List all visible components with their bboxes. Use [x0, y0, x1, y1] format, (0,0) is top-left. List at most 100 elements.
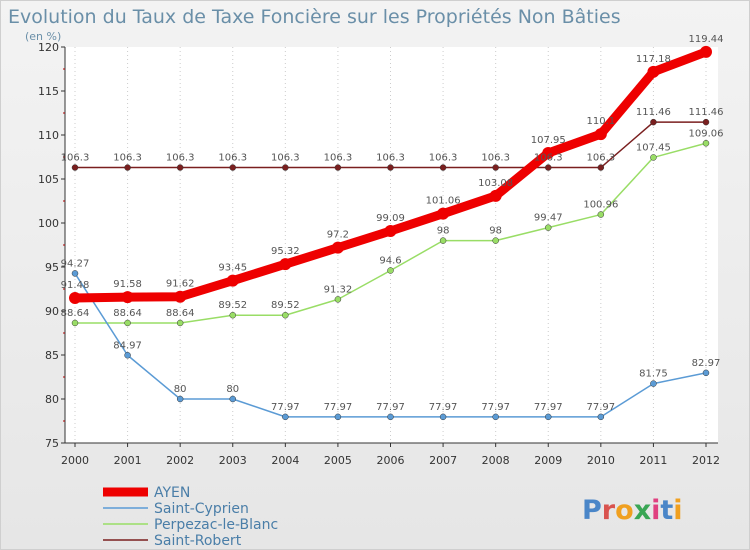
proxiti-logo: Proxiti [582, 495, 683, 526]
data-label-perpezac-le-blanc: 88.64 [113, 308, 142, 319]
data-point-saint-cyprien [229, 395, 236, 403]
x-tick-label: 2002 [166, 454, 194, 467]
chart-subtitle: (en %) [25, 30, 61, 43]
data-point-ayen [69, 291, 81, 304]
data-point-ayen [121, 291, 134, 304]
data-label-perpezac-le-blanc: 107.45 [636, 142, 671, 153]
data-point-saint-cyprien [545, 413, 552, 421]
data-label-saint-cyprien: 80 [226, 384, 239, 395]
y-tick-label: 115 [38, 85, 59, 98]
data-label-saint-cyprien: 94.27 [61, 258, 90, 269]
data-point-saint-cyprien [71, 270, 79, 277]
data-point-perpezac-le-blanc [71, 319, 79, 327]
data-point-saint-cyprien [597, 413, 605, 421]
data-label-perpezac-le-blanc: 109.06 [689, 128, 724, 139]
data-label-saint-robert: 106.3 [61, 153, 90, 164]
data-label-saint-robert: 106.3 [481, 153, 510, 164]
data-label-perpezac-le-blanc: 91.32 [324, 284, 353, 295]
data-point-saint-robert [597, 164, 605, 171]
data-label-saint-robert: 111.46 [636, 107, 671, 118]
data-point-saint-robert [71, 164, 79, 171]
data-point-saint-robert [702, 118, 710, 126]
data-point-ayen [489, 189, 502, 202]
data-label-perpezac-le-blanc: 88.64 [61, 308, 90, 319]
data-label-ayen: 107.95 [531, 135, 566, 146]
data-label-ayen: 101.06 [426, 196, 461, 207]
data-point-perpezac-le-blanc [124, 319, 131, 327]
data-point-saint-cyprien [702, 369, 710, 377]
y-tick-label: 120 [38, 41, 59, 54]
data-point-saint-robert [387, 164, 394, 171]
data-label-ayen: 91.62 [166, 279, 195, 290]
data-point-saint-robert [282, 164, 289, 171]
data-label-ayen: 110.1 [587, 116, 616, 127]
data-label-saint-cyprien: 77.97 [481, 402, 510, 413]
data-point-ayen [384, 225, 397, 238]
data-point-perpezac-le-blanc [229, 311, 236, 319]
data-point-saint-cyprien [124, 352, 131, 359]
data-label-ayen: 91.58 [113, 279, 142, 290]
data-point-saint-robert [176, 164, 184, 171]
data-point-saint-robert [439, 164, 447, 171]
legend-label: Perpezac-le-Blanc [154, 517, 278, 533]
x-tick-label: 2008 [482, 454, 510, 467]
x-tick-label: 2001 [114, 454, 142, 467]
data-label-saint-cyprien: 84.97 [113, 340, 142, 351]
x-tick-label: 2004 [271, 454, 299, 467]
x-tick-label: 2005 [324, 454, 352, 467]
data-label-ayen: 97.2 [327, 230, 349, 241]
data-label-saint-cyprien: 77.97 [587, 402, 616, 413]
data-point-ayen [331, 241, 344, 254]
data-label-saint-robert: 106.3 [113, 153, 142, 164]
data-point-perpezac-le-blanc [545, 224, 552, 231]
x-tick-label: 2006 [377, 454, 405, 467]
data-label-ayen: 95.32 [271, 246, 300, 257]
data-label-perpezac-le-blanc: 89.52 [271, 300, 300, 311]
data-label-ayen: 91.48 [61, 280, 90, 291]
x-tick-label: 2010 [587, 454, 615, 467]
data-point-saint-cyprien [650, 380, 657, 387]
data-point-perpezac-le-blanc [282, 311, 289, 319]
data-point-perpezac-le-blanc [650, 154, 657, 161]
x-tick-label: 2012 [692, 454, 720, 467]
data-point-ayen [226, 274, 239, 287]
data-point-saint-robert [124, 164, 131, 171]
x-tick-label: 2011 [639, 454, 667, 467]
legend-label: Saint-Cyprien [154, 501, 249, 517]
data-label-saint-robert: 106.3 [166, 153, 195, 164]
data-point-ayen [279, 258, 292, 271]
chart-title: Evolution du Taux de Taxe Foncière sur l… [8, 6, 621, 28]
x-tick-label: 2000 [61, 454, 89, 467]
data-label-ayen: 117.18 [636, 54, 671, 65]
data-point-perpezac-le-blanc [702, 140, 710, 147]
data-label-saint-cyprien: 81.75 [639, 369, 668, 380]
data-point-saint-cyprien [282, 413, 289, 421]
data-point-ayen [700, 45, 712, 58]
data-point-ayen [437, 207, 450, 220]
data-point-saint-cyprien [334, 413, 342, 421]
data-label-saint-robert: 106.3 [587, 153, 616, 164]
data-label-perpezac-le-blanc: 94.6 [379, 256, 401, 267]
data-label-saint-robert: 106.3 [218, 153, 247, 164]
data-point-saint-robert [492, 164, 499, 171]
data-label-saint-cyprien: 77.97 [429, 402, 458, 413]
y-tick-label: 95 [45, 261, 59, 274]
data-point-saint-robert [545, 164, 552, 171]
data-point-saint-cyprien [387, 413, 394, 421]
data-label-saint-cyprien: 77.97 [376, 402, 405, 413]
data-label-saint-cyprien: 77.97 [271, 402, 300, 413]
y-tick-label: 100 [38, 217, 59, 230]
data-point-saint-cyprien [439, 413, 447, 421]
plot-area [65, 47, 718, 443]
data-label-saint-cyprien: 77.97 [534, 402, 563, 413]
y-tick-label: 90 [45, 305, 59, 318]
data-label-ayen: 93.45 [218, 263, 247, 274]
data-label-perpezac-le-blanc: 88.64 [166, 308, 195, 319]
data-label-saint-robert: 106.3 [271, 153, 300, 164]
data-point-ayen [594, 128, 607, 141]
data-label-saint-robert: 106.3 [324, 153, 353, 164]
data-label-perpezac-le-blanc: 99.47 [534, 213, 563, 224]
data-point-saint-robert [650, 118, 657, 126]
data-label-ayen: 99.09 [376, 213, 405, 224]
